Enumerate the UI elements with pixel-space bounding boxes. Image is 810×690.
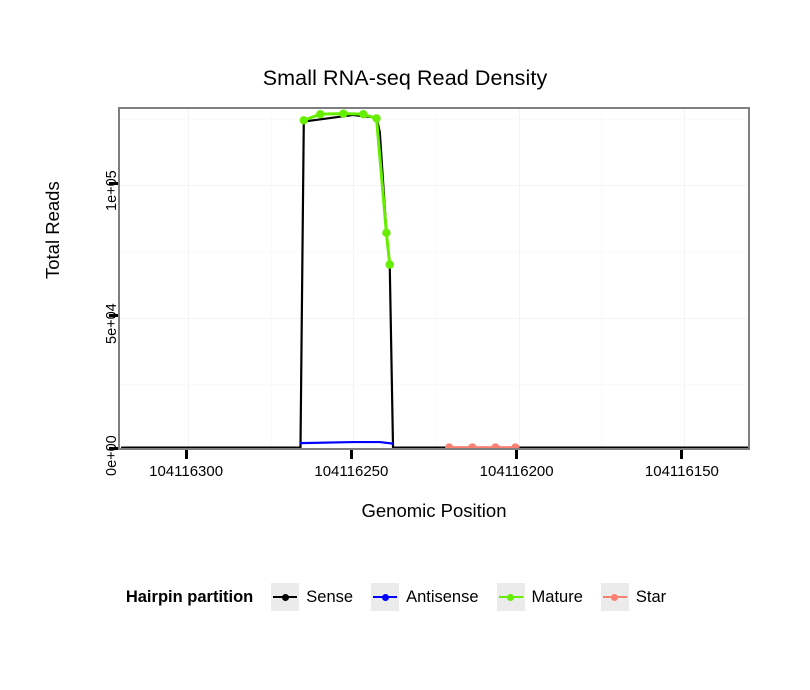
series-point bbox=[511, 443, 520, 448]
y-axis-title: Total Reads bbox=[42, 181, 63, 279]
series-point bbox=[372, 114, 381, 123]
x-tick-label: 104116300 bbox=[149, 463, 224, 480]
plot-panel bbox=[118, 107, 750, 450]
x-tick-label: 104116250 bbox=[314, 463, 389, 480]
gridline-x-major bbox=[518, 109, 520, 448]
y-tick bbox=[109, 314, 118, 318]
series-point bbox=[445, 443, 454, 448]
x-tick-label: 104116200 bbox=[479, 463, 554, 480]
x-tick-label: 104116150 bbox=[644, 463, 719, 480]
series-point bbox=[385, 260, 394, 269]
y-tick bbox=[109, 181, 118, 185]
legend-title: Hairpin partition bbox=[125, 587, 254, 606]
x-tick bbox=[349, 450, 353, 459]
series-layer bbox=[120, 109, 748, 448]
x-tick bbox=[184, 450, 188, 459]
gridline-y-minor bbox=[120, 383, 748, 385]
y-tick-label: 5e+04 bbox=[104, 302, 120, 344]
gridline-y-major bbox=[120, 317, 748, 319]
legend-item-label: Mature bbox=[531, 587, 583, 606]
legend-key-icon bbox=[371, 583, 400, 611]
legend-item-sense[interactable]: Sense bbox=[271, 583, 365, 611]
legend-entries: Sense Antisense Mature Star bbox=[271, 583, 684, 611]
series-mature bbox=[299, 109, 394, 269]
x-tick bbox=[515, 450, 519, 459]
gridline-x-major bbox=[188, 109, 190, 448]
y-tick-label: 1e+05 bbox=[104, 170, 120, 212]
gridline-x-minor bbox=[270, 109, 272, 448]
legend-key-icon bbox=[600, 583, 629, 611]
legend-item-label: Sense bbox=[306, 587, 354, 606]
gridline-x-major bbox=[353, 109, 355, 448]
legend-item-antisense[interactable]: Antisense bbox=[371, 583, 490, 611]
gridline-x-major bbox=[683, 109, 685, 448]
gridline-x-minor bbox=[436, 109, 437, 448]
series-line bbox=[302, 112, 392, 267]
legend-item-star[interactable]: Star bbox=[600, 583, 678, 611]
x-tick bbox=[680, 450, 684, 459]
series-point bbox=[382, 228, 391, 238]
gridline-y-minor bbox=[120, 118, 748, 120]
legend-item-label: Antisense bbox=[406, 587, 479, 606]
chart-title: Small RNA-seq Read Density bbox=[262, 66, 548, 90]
y-tick-label: 0e+00 bbox=[104, 435, 120, 476]
series-line bbox=[120, 113, 748, 448]
legend-key-point bbox=[381, 593, 389, 601]
legend-key-point bbox=[281, 593, 289, 601]
series-point bbox=[299, 116, 308, 125]
legend-key-icon bbox=[271, 583, 300, 611]
series-antisense bbox=[299, 440, 395, 445]
gridline-y-major bbox=[120, 185, 748, 187]
legend-key-point bbox=[507, 593, 515, 601]
series-point bbox=[339, 109, 348, 118]
series-point bbox=[491, 443, 500, 448]
gridline-y-minor bbox=[120, 251, 748, 253]
legend-item-mature[interactable]: Mature bbox=[496, 583, 595, 611]
series-sense bbox=[120, 113, 748, 448]
y-tick bbox=[109, 446, 118, 450]
series-line bbox=[299, 440, 395, 445]
legend-key-point bbox=[611, 593, 619, 601]
gridline-x-minor bbox=[601, 109, 603, 448]
x-axis-title: Genomic Position bbox=[361, 500, 507, 521]
series-point bbox=[359, 109, 368, 119]
plot-panel-inner bbox=[120, 109, 748, 448]
series-point bbox=[316, 109, 325, 119]
legend: Hairpin partition Sense Antisense Mature St… bbox=[0, 583, 810, 611]
series-star bbox=[445, 443, 520, 448]
series-point bbox=[468, 443, 477, 448]
legend-item-label: Star bbox=[635, 587, 667, 606]
legend-key-icon bbox=[496, 583, 525, 611]
